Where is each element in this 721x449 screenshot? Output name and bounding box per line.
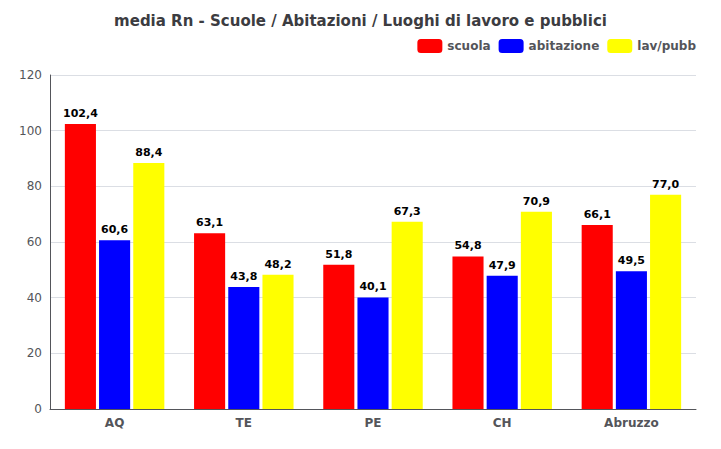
- svg-text:102,4: 102,4: [63, 107, 98, 120]
- svg-text:100: 100: [19, 124, 42, 138]
- svg-text:49,5: 49,5: [618, 254, 645, 267]
- svg-text:TE: TE: [236, 416, 252, 430]
- svg-text:60: 60: [27, 235, 42, 249]
- svg-text:66,1: 66,1: [584, 208, 611, 221]
- svg-text:40: 40: [27, 291, 42, 305]
- svg-text:Abruzzo: Abruzzo: [604, 416, 659, 430]
- svg-text:47,9: 47,9: [489, 259, 516, 272]
- svg-text:88,4: 88,4: [135, 146, 162, 159]
- svg-text:scuola: scuola: [447, 39, 490, 53]
- svg-text:63,1: 63,1: [196, 216, 223, 229]
- svg-text:120: 120: [19, 68, 42, 82]
- svg-text:70,9: 70,9: [523, 195, 550, 208]
- svg-text:77,0: 77,0: [652, 178, 679, 191]
- svg-text:lav/pubb: lav/pubb: [637, 39, 696, 53]
- svg-text:80: 80: [27, 179, 42, 193]
- svg-text:48,2: 48,2: [264, 258, 291, 271]
- svg-text:60,6: 60,6: [101, 223, 128, 236]
- svg-text:54,8: 54,8: [454, 239, 481, 252]
- svg-text:0: 0: [34, 402, 42, 416]
- svg-text:abitazione: abitazione: [529, 39, 600, 53]
- svg-text:20: 20: [27, 346, 42, 360]
- svg-text:media Rn - Scuole / Abitazioni: media Rn - Scuole / Abitazioni / Luoghi …: [114, 12, 607, 30]
- svg-text:PE: PE: [365, 416, 382, 430]
- svg-text:AQ: AQ: [105, 416, 125, 430]
- svg-text:51,8: 51,8: [325, 248, 352, 261]
- svg-text:67,3: 67,3: [394, 205, 421, 218]
- svg-text:40,1: 40,1: [359, 280, 386, 293]
- svg-text:CH: CH: [493, 416, 512, 430]
- svg-text:43,8: 43,8: [230, 270, 257, 283]
